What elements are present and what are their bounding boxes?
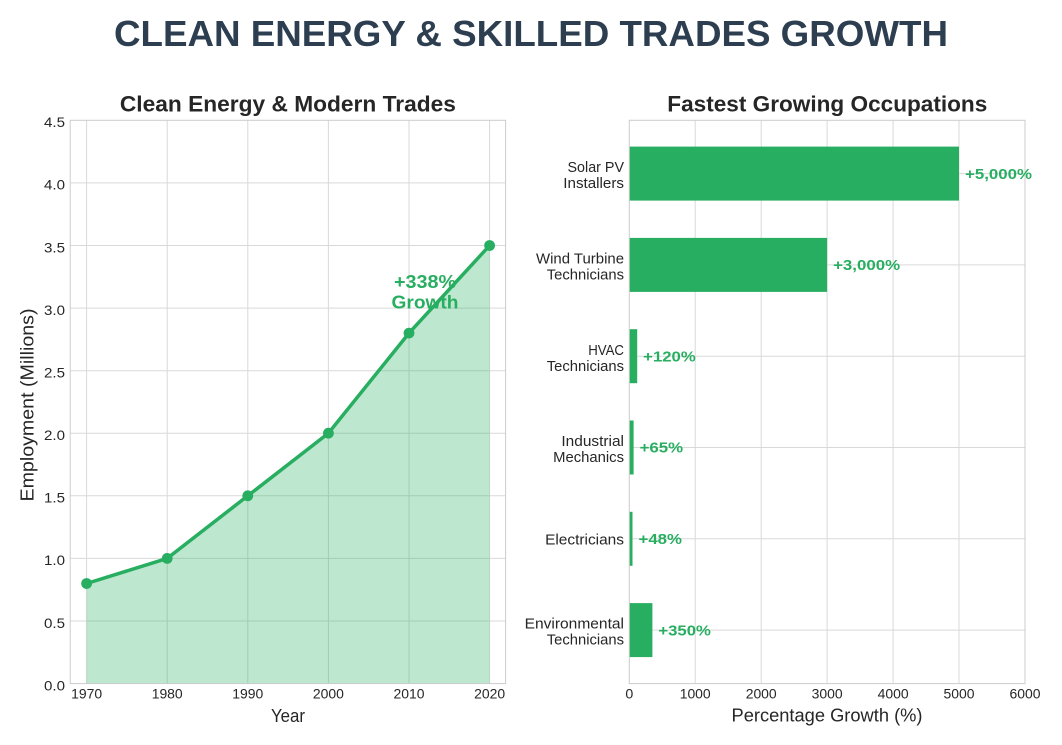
- svg-text:2000: 2000: [746, 687, 777, 703]
- svg-text:3000: 3000: [812, 687, 843, 703]
- svg-text:4.5: 4.5: [44, 115, 65, 131]
- svg-text:3.0: 3.0: [44, 303, 65, 319]
- svg-text:2000: 2000: [313, 687, 344, 703]
- svg-text:Technicians: Technicians: [547, 359, 624, 375]
- svg-text:2.5: 2.5: [44, 366, 65, 382]
- svg-text:1990: 1990: [232, 687, 263, 703]
- svg-text:Mechanics: Mechanics: [553, 450, 624, 466]
- svg-text:Environmental: Environmental: [525, 617, 624, 633]
- svg-text:+338%: +338%: [394, 272, 456, 292]
- svg-text:+350%: +350%: [658, 623, 711, 639]
- svg-text:1.0: 1.0: [44, 553, 65, 569]
- svg-text:Employment (Millions): Employment (Millions): [17, 309, 38, 502]
- svg-text:Technicians: Technicians: [547, 268, 624, 284]
- svg-text:Installers: Installers: [563, 176, 624, 192]
- svg-text:6000: 6000: [1010, 687, 1041, 703]
- svg-text:Fastest Growing Occupations: Fastest Growing Occupations: [667, 91, 987, 116]
- svg-text:HVAC: HVAC: [588, 343, 624, 359]
- svg-text:0.5: 0.5: [44, 616, 65, 632]
- svg-text:1.5: 1.5: [44, 491, 65, 507]
- svg-text:4.0: 4.0: [44, 178, 65, 194]
- svg-text:1000: 1000: [680, 687, 711, 703]
- svg-text:5000: 5000: [944, 687, 975, 703]
- svg-text:Industrial: Industrial: [561, 434, 624, 450]
- svg-text:0.0: 0.0: [44, 678, 65, 694]
- svg-text:Year: Year: [271, 705, 305, 726]
- svg-text:+3,000%: +3,000%: [833, 258, 900, 274]
- svg-text:4000: 4000: [878, 687, 909, 703]
- svg-text:Electricians: Electricians: [545, 533, 624, 549]
- svg-text:+65%: +65%: [640, 441, 684, 457]
- svg-text:Growth: Growth: [392, 292, 459, 312]
- svg-text:Solar PV: Solar PV: [568, 160, 625, 176]
- svg-text:Technicians: Technicians: [547, 633, 624, 649]
- svg-text:Wind Turbine: Wind Turbine: [536, 252, 624, 268]
- svg-text:+120%: +120%: [643, 349, 696, 365]
- svg-text:1970: 1970: [71, 687, 102, 703]
- svg-text:+48%: +48%: [639, 532, 683, 548]
- svg-text:1980: 1980: [152, 687, 183, 703]
- svg-text:Percentage Growth (%): Percentage Growth (%): [732, 705, 923, 726]
- svg-text:2.0: 2.0: [44, 428, 65, 444]
- svg-text:+5,000%: +5,000%: [965, 167, 1032, 183]
- svg-text:Clean Energy & Modern Trades: Clean Energy & Modern Trades: [120, 91, 456, 116]
- svg-text:CLEAN ENERGY & SKILLED TRADES: CLEAN ENERGY & SKILLED TRADES GROWTH: [114, 13, 948, 54]
- svg-text:2020: 2020: [474, 687, 505, 703]
- svg-text:3.5: 3.5: [44, 240, 65, 256]
- svg-text:0: 0: [625, 687, 633, 703]
- svg-text:2010: 2010: [394, 687, 425, 703]
